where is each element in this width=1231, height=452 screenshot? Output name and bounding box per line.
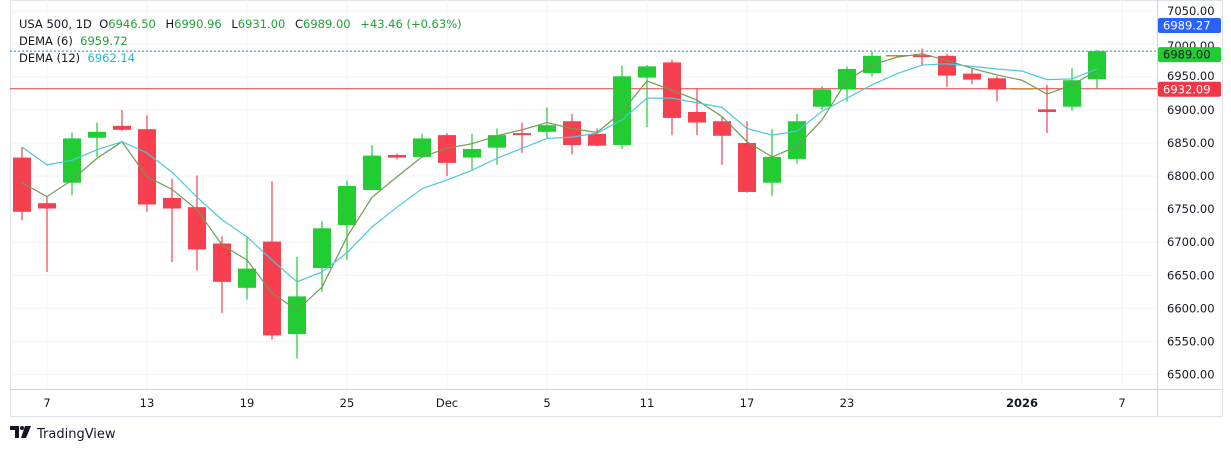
candle-down [438, 135, 456, 163]
low-label: L [231, 17, 238, 31]
candle-down [588, 133, 606, 146]
candle-up [638, 66, 656, 78]
low-value: 6931.00 [237, 17, 286, 31]
candle-up [413, 138, 431, 157]
candle-up [1088, 51, 1106, 80]
candle-down [963, 73, 981, 80]
y-tick-label: 6550.00 [1167, 334, 1215, 348]
y-tick-label: 6850.00 [1167, 136, 1215, 150]
candle-down [938, 55, 956, 76]
candle-down [38, 203, 56, 209]
price-tag [1158, 47, 1221, 63]
dema12-line [21, 63, 1098, 283]
candle-down [188, 207, 206, 250]
candle-up [863, 55, 881, 73]
candle-up [288, 296, 306, 335]
dema12-row[interactable]: DEMA (12) 6962.14 [19, 50, 468, 67]
chart-frame [10, 0, 1223, 417]
candle-down [688, 111, 706, 123]
x-tick-label: 19 [240, 396, 255, 410]
price-tag-label: 6932.09 [1163, 82, 1211, 96]
x-tick-label: 5 [543, 396, 550, 410]
dema6-line [21, 53, 1098, 312]
y-tick-label: 6700.00 [1167, 235, 1215, 249]
price-tag [1158, 17, 1221, 33]
candle-up [88, 131, 106, 138]
change-value: +43.46 (+0.63%) [360, 17, 462, 31]
x-tick-label: 11 [640, 396, 655, 410]
candle-up [338, 186, 356, 226]
candle-up [363, 155, 381, 190]
candle-down [163, 197, 181, 209]
x-tick-label: 17 [740, 396, 755, 410]
tradingview-logo-icon [10, 426, 32, 442]
x-tick-label: 13 [140, 396, 155, 410]
y-tick-label: 6950.00 [1167, 69, 1215, 83]
dema6-row[interactable]: DEMA (6) 6959.72 [19, 33, 468, 50]
price-tag [1158, 81, 1221, 97]
price-tags: 6989.27 6989.00 6932.09 [1158, 17, 1221, 97]
open-value: 6946.50 [108, 17, 156, 31]
y-tick-label: 6750.00 [1167, 202, 1215, 216]
tradingview-logo[interactable]: TradingView [10, 426, 116, 442]
candle-up [613, 76, 631, 146]
price-lines [10, 50, 1157, 90]
dema12-label: DEMA (12) [19, 51, 81, 65]
candle-up [788, 121, 806, 159]
candle-down [913, 55, 931, 58]
candle-up [313, 228, 331, 268]
x-tick-label: Dec [436, 396, 458, 410]
y-tick-label: 6800.00 [1167, 169, 1215, 183]
dema6-value: 6959.72 [80, 34, 128, 48]
candle-up [838, 69, 856, 90]
candle-down [113, 125, 131, 130]
candle-down [738, 143, 756, 192]
open-label: O [99, 17, 109, 31]
y-tick-label: 6900.00 [1167, 103, 1215, 117]
x-tick-label: 25 [340, 396, 355, 410]
price-tag-label: 6989.00 [1163, 48, 1211, 62]
x-tick-label: 23 [840, 396, 855, 410]
candle-up [813, 89, 831, 107]
ohlc-row: USA 500, 1D O6946.50 H6990.96 L6931.00 C… [19, 16, 468, 33]
candle-down [513, 133, 531, 136]
high-label: H [165, 17, 175, 31]
y-tick-label: 6600.00 [1167, 301, 1215, 315]
candle-down [988, 78, 1006, 90]
price-tag-label: 6989.27 [1163, 18, 1211, 32]
dema12-value: 6962.14 [87, 51, 136, 65]
price-axis[interactable]: 6500.00 6550.00 6600.00 6650.00 6700.00 6750.… [1167, 4, 1215, 382]
candle-down [388, 154, 406, 158]
grid [10, 0, 1157, 389]
candle-up [238, 268, 256, 288]
dema6-label: DEMA (6) [19, 34, 73, 48]
x-tick-label: 7 [43, 396, 50, 410]
y-tick-label: 6650.00 [1167, 268, 1215, 282]
symbol-label[interactable]: USA 500, 1D [19, 17, 92, 31]
candle-up [763, 156, 781, 183]
candle-down [1038, 109, 1056, 112]
high-value: 6990.96 [174, 17, 222, 31]
candle-up [488, 135, 506, 148]
candle-down [213, 243, 231, 282]
close-value: 6989.00 [303, 17, 351, 31]
candle-down [563, 121, 581, 146]
x-tick-label: 2026 [1006, 396, 1038, 410]
candle-up [538, 125, 556, 132]
y-tick-label: 6500.00 [1167, 367, 1215, 381]
candle-down [138, 129, 156, 205]
tradingview-logo-text: TradingView [37, 426, 116, 442]
candle-up [463, 148, 481, 158]
x-tick-label: 7 [1118, 396, 1125, 410]
candle-down [13, 157, 31, 212]
candle-down [263, 241, 281, 336]
candle-down [713, 121, 731, 136]
candles [13, 48, 1106, 359]
time-axis[interactable]: 7 13 19 25 Dec 5 11 17 23 2026 7 [43, 396, 1125, 410]
close-label: C [295, 17, 304, 31]
y-tick-label: 7050.00 [1167, 4, 1215, 18]
dema-series [21, 53, 1098, 312]
chart-legend: USA 500, 1D O6946.50 H6990.96 L6931.00 C… [19, 16, 468, 67]
